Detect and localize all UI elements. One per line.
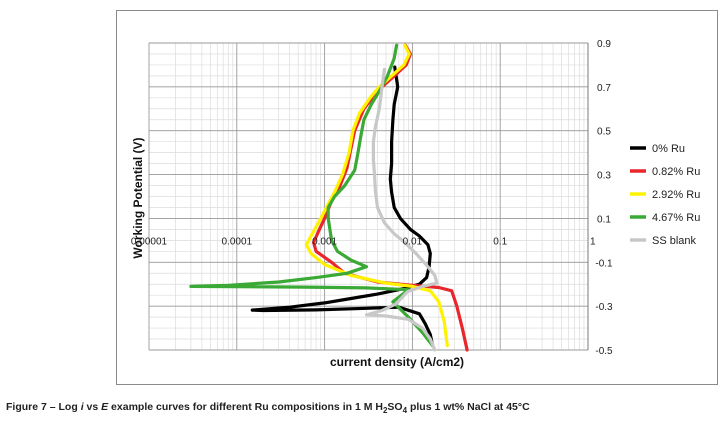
legend: 0% Ru 0.82% Ru 2.92% Ru 4.67% Ru SS blank: [630, 143, 700, 247]
x-tick-label: 0.01: [403, 236, 423, 247]
x-tick-label: 0.00001: [131, 236, 168, 247]
caption-sub-4: 4: [402, 406, 408, 416]
y-tick-label: -0.5: [595, 346, 613, 357]
figure-chart: 0.00001 0.0001 0.001 0.01 0.1 10.90.70.50.30.…: [116, 10, 718, 385]
figure-caption: Figure 7 – Log i vs E example curves for…: [6, 401, 721, 415]
major-grid: [148, 42, 589, 351]
y-tick-label: 0.1: [597, 214, 611, 225]
x-tick-label: 0.001: [312, 236, 337, 247]
x-tick-label: 0.1: [493, 236, 507, 247]
y-axis-label: Working Potential (V): [131, 137, 145, 258]
y-tick-label: 0.9: [597, 39, 611, 50]
caption-i: i: [80, 401, 84, 413]
legend-label: 0.82% Ru: [652, 166, 700, 178]
chart-frame: [116, 10, 718, 385]
caption-so: SO: [387, 401, 403, 413]
x-axis-label: current density (A/cm2): [330, 355, 464, 369]
caption-middle: example curves for different Ru composit…: [108, 401, 383, 413]
tick-labels: 0.00001 0.0001 0.001 0.01 0.1 10.90.70.50.30.…: [131, 39, 613, 357]
legend-label: 0% Ru: [652, 143, 685, 155]
series-layer: [189, 43, 469, 352]
legend-label: SS blank: [652, 235, 697, 247]
caption-sub-2: 2: [382, 406, 388, 416]
series-line-3: [189, 43, 435, 348]
caption-prefix: Figure 7 – Log: [6, 401, 81, 413]
caption-e: E: [101, 401, 109, 413]
y-tick-label: -0.3: [595, 302, 613, 313]
x-tick-label: 1: [590, 236, 596, 247]
y-tick-label: 0.5: [597, 127, 611, 138]
legend-label: 4.67% Ru: [652, 212, 700, 224]
series-line-0: [250, 65, 435, 348]
y-tick-label: 0.7: [597, 83, 611, 94]
legend-label: 2.92% Ru: [652, 189, 700, 201]
x-tick-label: 0.0001: [222, 236, 253, 247]
y-tick-label: 0.3: [597, 171, 611, 182]
caption-suffix: plus 1 wt% NaCl at 45°C: [407, 401, 530, 413]
series-line-4: [364, 67, 439, 352]
caption-vs: vs: [83, 401, 102, 413]
y-tick-label: -0.1: [595, 258, 613, 269]
